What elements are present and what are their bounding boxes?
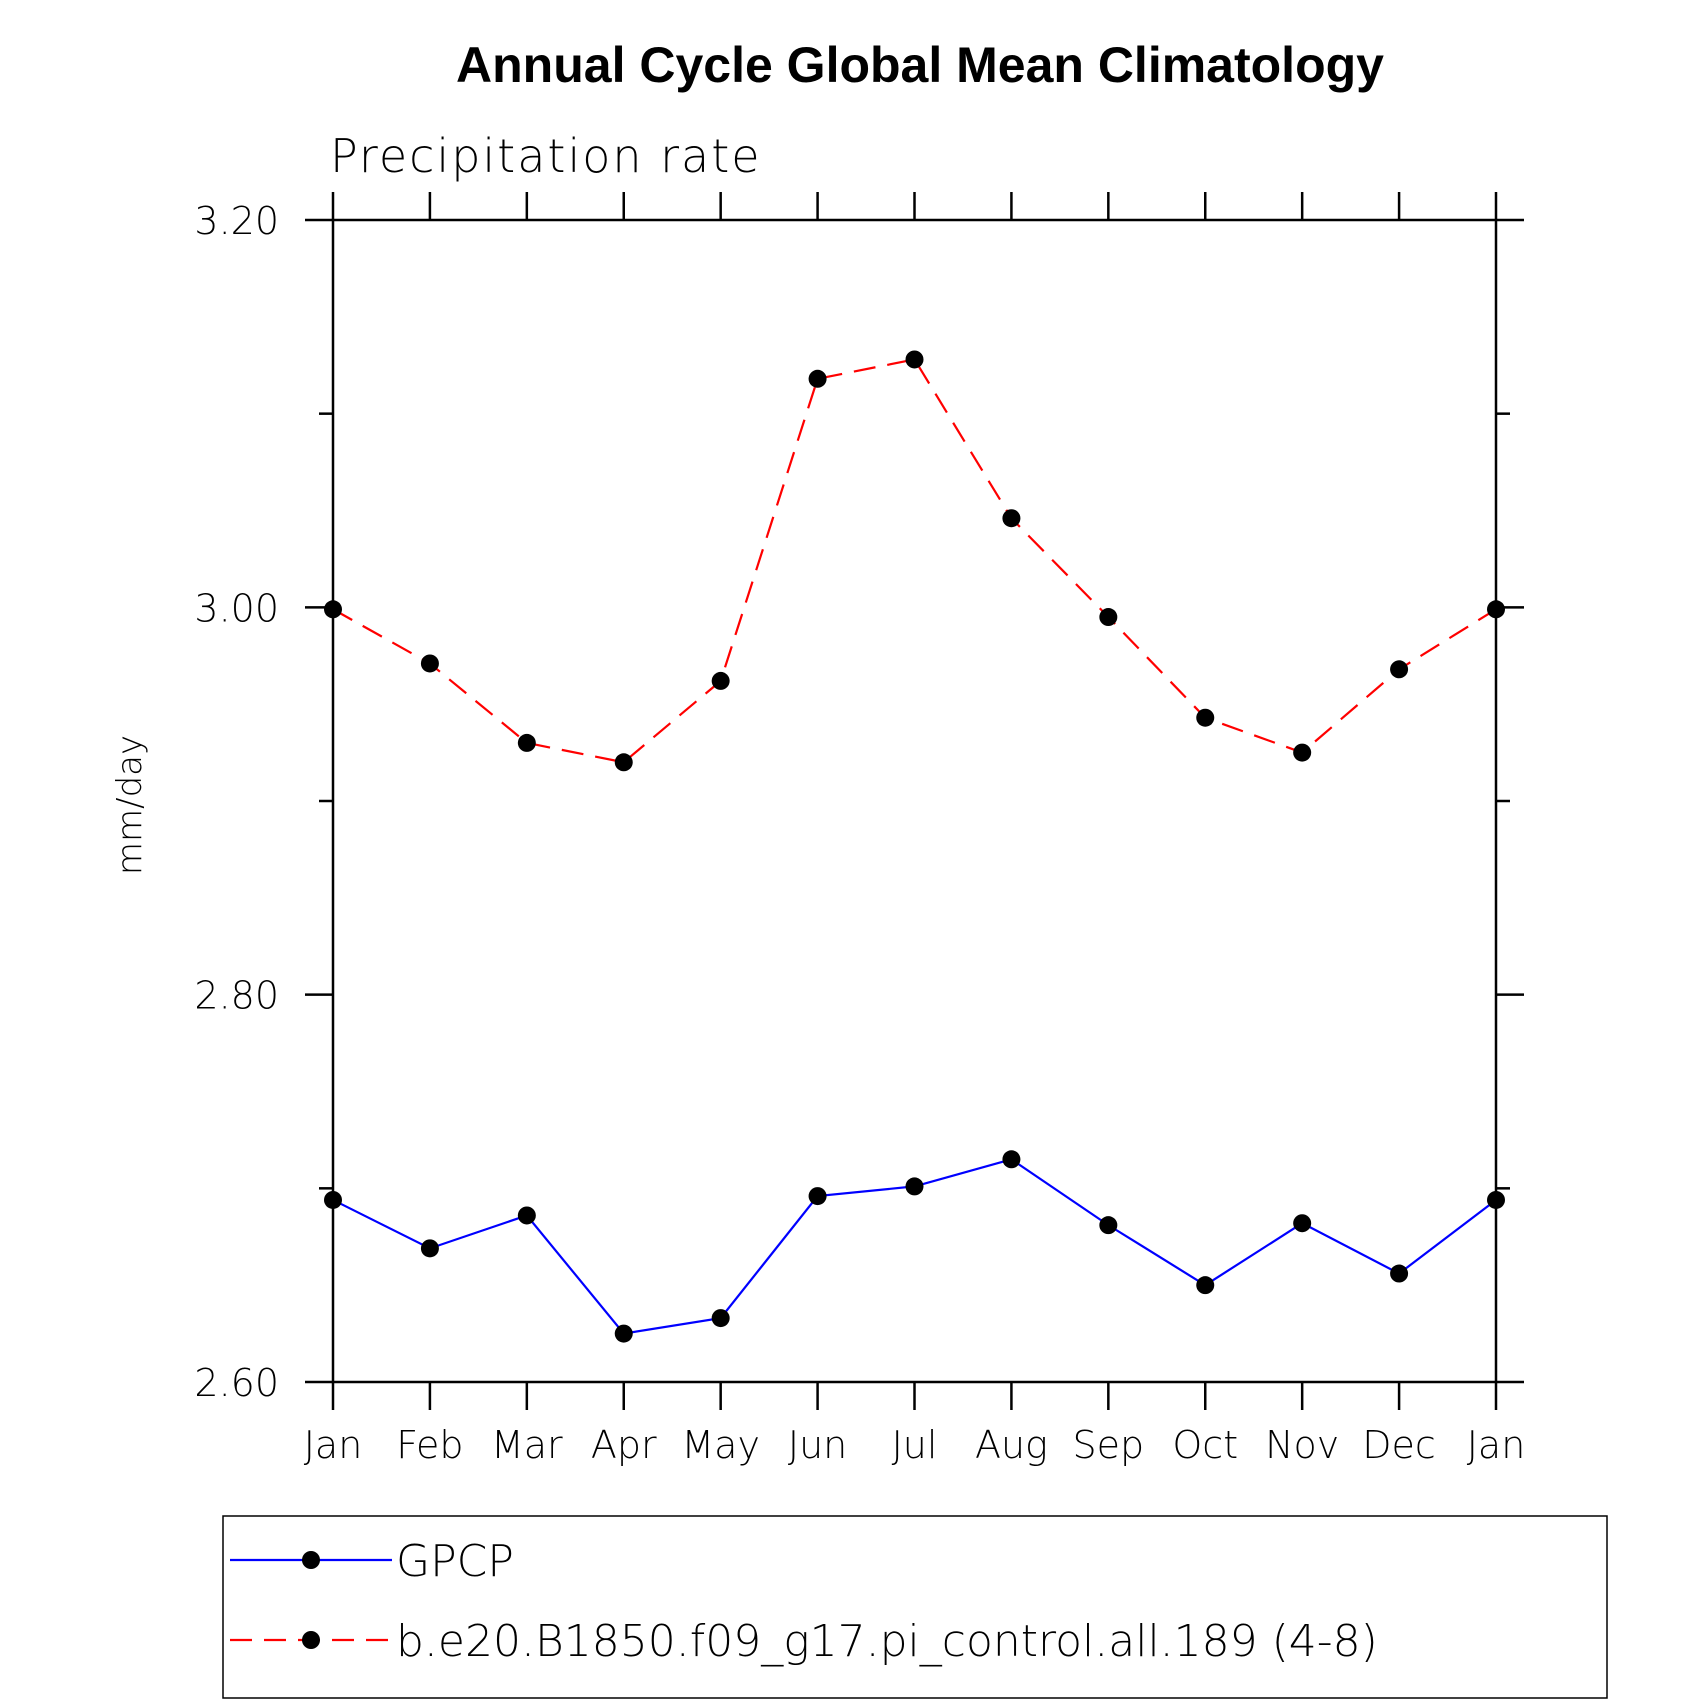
y-axis-label: mm/day — [110, 735, 150, 875]
x-tick-label: Jan — [1467, 1423, 1526, 1467]
data-point — [1099, 1216, 1118, 1235]
y-tick-label: 3.00 — [194, 586, 279, 630]
data-point — [1293, 743, 1312, 762]
legend-label-1: GPCP — [396, 1536, 514, 1587]
data-point — [420, 654, 439, 673]
data-point — [808, 1187, 827, 1206]
data-point — [324, 600, 342, 619]
data-point — [711, 1309, 730, 1328]
data-point — [614, 1324, 633, 1343]
x-tick-label: Jan — [304, 1423, 363, 1467]
data-point — [517, 1206, 536, 1225]
x-tick-label: Sep — [1073, 1423, 1145, 1467]
data-point — [1099, 608, 1118, 627]
chart-title: Annual Cycle Global Mean Climatology — [456, 37, 1384, 93]
x-tick-label: Jun — [788, 1423, 847, 1467]
data-point — [1487, 1190, 1505, 1209]
data-point — [1487, 600, 1505, 619]
x-tick-label: Aug — [975, 1423, 1048, 1467]
data-point — [711, 671, 730, 690]
axes: Jan Feb Mar Apr May Jun Jul Aug Sep Oct Nov Dec Jan 2… — [194, 192, 1525, 1467]
data-point — [905, 350, 924, 369]
data-point — [1196, 1276, 1215, 1295]
series-layer — [324, 350, 1505, 1343]
data-point — [1002, 509, 1021, 528]
legend-marker — [302, 1631, 320, 1649]
data-point — [808, 369, 827, 388]
x-tick-label: Mar — [491, 1423, 563, 1467]
data-point — [1196, 708, 1215, 727]
x-tick-label: Jul — [892, 1423, 938, 1467]
x-tick-label: Feb — [396, 1423, 463, 1467]
y-tick-label: 3.20 — [194, 199, 279, 243]
legend-label-2: b.e20.B1850.f09_g17.pi_control.all.189 (… — [396, 1616, 1378, 1667]
plot-frame — [331, 218, 1498, 1384]
y-tick-label: 2.60 — [194, 1361, 279, 1405]
data-point — [1002, 1150, 1021, 1169]
data-point — [905, 1177, 924, 1196]
y-tick-label: 2.80 — [194, 974, 279, 1018]
data-point — [324, 1190, 342, 1209]
data-point — [1293, 1214, 1312, 1233]
legend-marker — [302, 1551, 320, 1569]
x-tick-label: Dec — [1362, 1423, 1436, 1467]
data-point — [517, 733, 536, 752]
x-tick-label: Nov — [1265, 1423, 1339, 1467]
data-point — [614, 753, 633, 772]
series-line-2 — [332, 358, 1497, 764]
x-tick-label: Oct — [1172, 1423, 1238, 1467]
x-tick-label: Apr — [591, 1423, 657, 1467]
data-point — [1390, 1264, 1409, 1283]
legend: GPCP b.e20.B1850.f09_g17.pi_control.all.1… — [222, 1515, 1608, 1699]
chart-subtitle: Precipitation rate — [330, 129, 762, 183]
x-tick-label: May — [681, 1423, 760, 1467]
legend-box — [222, 1515, 1608, 1699]
data-point — [1390, 660, 1409, 679]
data-point — [420, 1239, 439, 1258]
